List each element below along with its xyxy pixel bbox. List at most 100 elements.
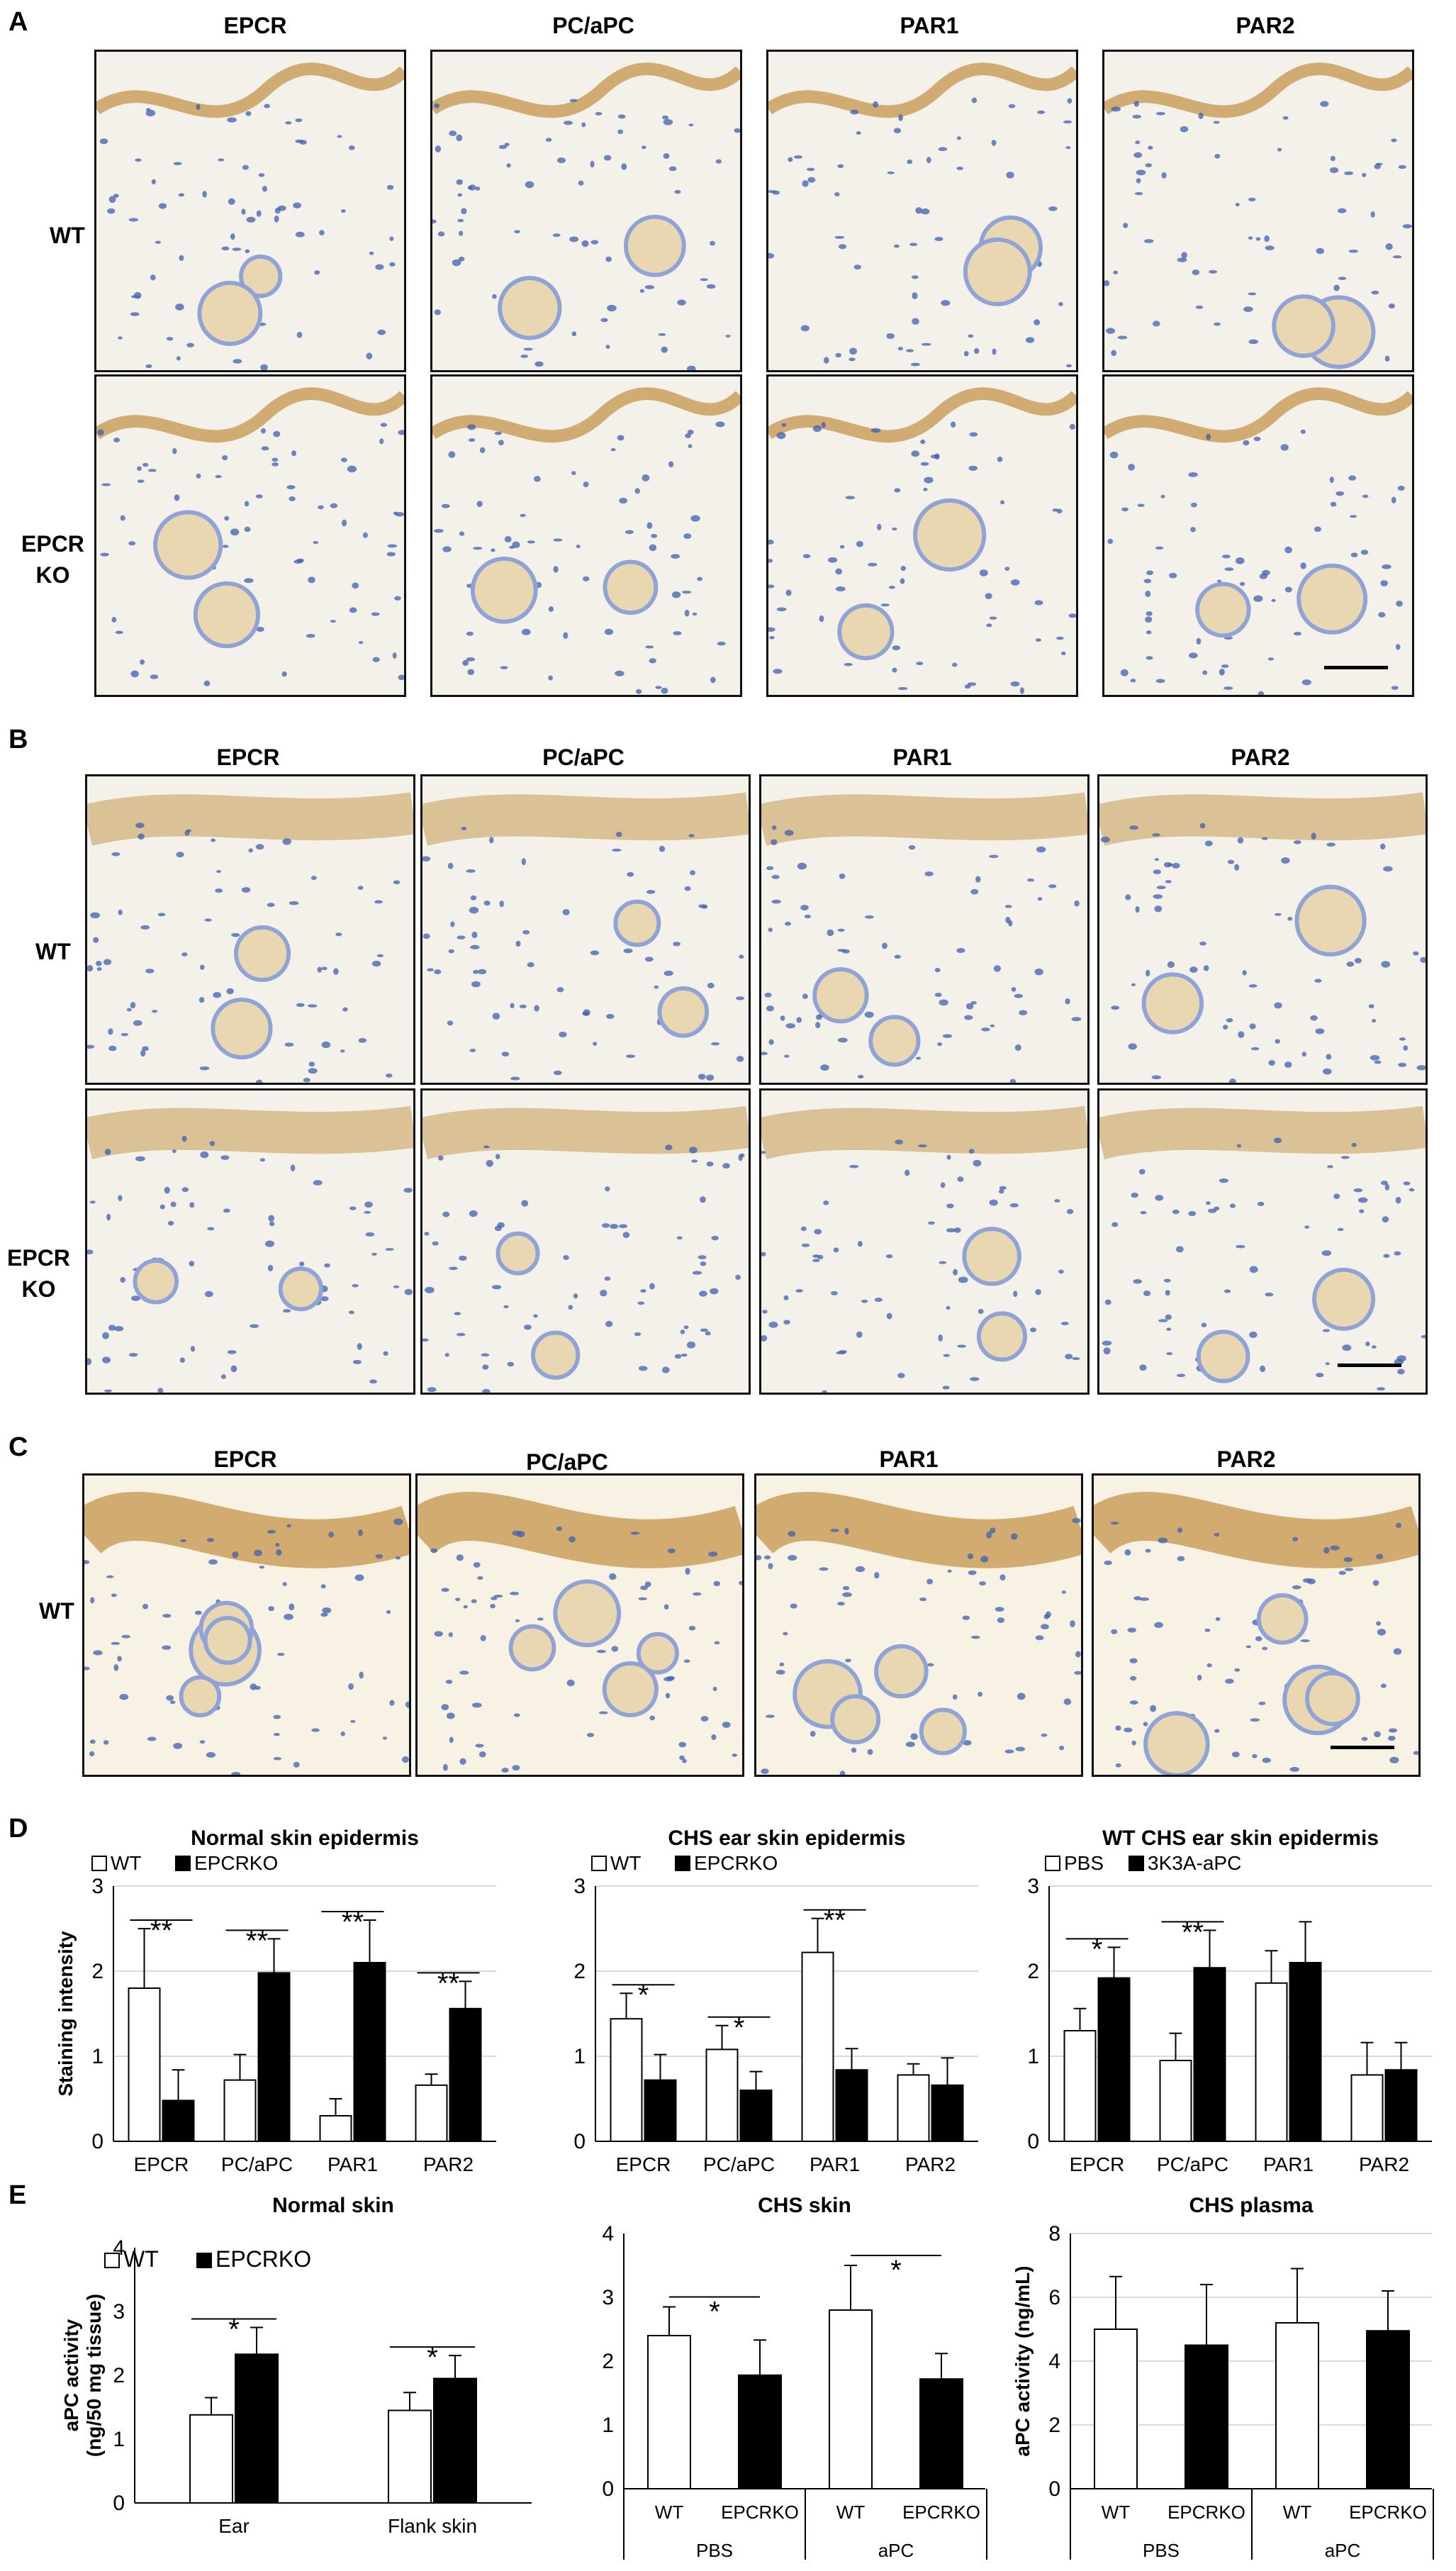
micrograph — [85, 1088, 415, 1395]
significance-mark: ** — [342, 1907, 364, 1938]
panel-a-column-header: EPCR — [223, 13, 287, 38]
bar — [919, 2378, 963, 2490]
y-tick-label: 1 — [1027, 2045, 1039, 2068]
legend-swatch — [91, 1856, 107, 1871]
significance-mark: ** — [246, 1925, 268, 1956]
panel-b-row-label-epcr-ko: EPCR KO — [7, 1242, 70, 1305]
panel-a-column-header: PAR1 — [900, 13, 959, 38]
row-label-line: KO — [21, 1276, 56, 1302]
panel-b-column-header: PAR2 — [1231, 744, 1290, 770]
panel-a-row-label-wt: WT — [50, 223, 85, 248]
bar — [1350, 2074, 1384, 2142]
bar — [1289, 1962, 1322, 2142]
panel-c-column-header: PAR1 — [879, 1446, 939, 1472]
bar — [1384, 2069, 1418, 2143]
bar — [644, 2079, 677, 2143]
panel-label-a: A — [9, 7, 28, 37]
scale-bar — [1324, 666, 1388, 669]
bar — [388, 2409, 432, 2504]
y-axis-label: aPC activity — [60, 2319, 82, 2431]
bar — [319, 2115, 352, 2142]
x-tick-label: EPCRKO — [1167, 2502, 1245, 2523]
x-tick-label: PAR2 — [423, 2153, 474, 2175]
y-tick-label: 3 — [91, 1875, 103, 1898]
significance-mark: ** — [824, 1905, 846, 1936]
micrograph — [82, 1473, 411, 1777]
bar — [128, 1987, 161, 2142]
y-tick-label: 0 — [1048, 2477, 1060, 2501]
bar — [897, 2074, 930, 2142]
x-tick-label: PC/aPC — [703, 2153, 775, 2175]
micrograph — [766, 374, 1078, 697]
micrograph — [430, 374, 742, 697]
bar — [1185, 2344, 1228, 2489]
bar — [835, 2069, 868, 2143]
y-tick-label: 1 — [602, 2414, 614, 2437]
significance-mark: * — [709, 2297, 720, 2328]
bar — [1063, 2030, 1097, 2142]
x-tick-label: WT — [836, 2502, 866, 2523]
group-label: aPC — [1325, 2540, 1361, 2561]
significance-mark: * — [427, 2342, 438, 2373]
legend-swatch — [196, 2253, 212, 2268]
y-tick-label: 4 — [1048, 2350, 1060, 2373]
significance-mark: * — [734, 2012, 745, 2043]
bar — [739, 2090, 773, 2142]
x-tick-label: Flank skin — [388, 2515, 477, 2537]
bar — [931, 2084, 964, 2142]
chart-chs-plasma-apc: CHS plasma 0 2 4 6 8 aPC activity (ng/mL) WT EPC… — [1012, 2194, 1434, 2561]
bar — [257, 1972, 291, 2142]
panel-b-column-header: PAR1 — [892, 744, 952, 770]
y-axis-label: aPC activity (ng/mL) — [1012, 2265, 1034, 2456]
significance-mark: ** — [1182, 1917, 1204, 1948]
x-tick-label: PC/aPC — [221, 2153, 293, 2175]
bar — [1097, 1977, 1131, 2142]
y-tick-label: 2 — [1027, 1960, 1039, 1983]
significance-mark: * — [638, 1980, 649, 2011]
y-tick-label: 6 — [1048, 2286, 1060, 2309]
legend-swatch — [1129, 1856, 1144, 1871]
panel-a-column-header: PAR2 — [1236, 13, 1295, 38]
legend-label: WT — [111, 1852, 142, 1874]
group-label: aPC — [878, 2540, 914, 2561]
bar — [1366, 2330, 1410, 2489]
bar — [353, 1962, 386, 2142]
panel-label-b: B — [9, 725, 28, 754]
micrograph — [759, 774, 1090, 1085]
chart-wt-chs-ear-skin-epidermis: WT CHS ear skin epidermis 0 1 2 3 EPCR * PC/aPC… — [1027, 1827, 1432, 2175]
panel-label-d: D — [9, 1814, 28, 1844]
y-tick-label: 2 — [113, 2364, 125, 2387]
panel-a-column-header: PC/aPC — [552, 13, 634, 38]
x-tick-label: EPCR — [616, 2153, 671, 2175]
micrograph — [430, 50, 742, 372]
panel-a-row-label-epcr-ko: EPCR KO — [21, 528, 84, 591]
bar — [610, 2018, 643, 2143]
chart-chs-ear-skin-epidermis: CHS ear skin epidermis 0 1 2 3 EPCR * PC/aPC * PA… — [573, 1827, 978, 2175]
panel-b-column-header: PC/aPC — [542, 744, 625, 770]
y-tick-label: 1 — [91, 2045, 103, 2068]
bar — [1255, 1982, 1288, 2142]
significance-mark: * — [890, 2255, 902, 2286]
significance-mark: * — [228, 2314, 240, 2346]
panel-b-row-label-wt: WT — [35, 939, 71, 964]
x-tick-label: PAR2 — [1359, 2153, 1409, 2175]
legend-swatch — [1045, 1856, 1060, 1871]
micrograph — [766, 50, 1078, 372]
y-tick-label: 1 — [573, 2045, 586, 2068]
panel-b-column-header: EPCR — [216, 744, 280, 770]
y-tick-label: 0 — [602, 2477, 614, 2501]
x-tick-label: EPCRKO — [1349, 2502, 1427, 2523]
x-tick-label: EPCR — [134, 2153, 189, 2175]
scale-bar — [1338, 1363, 1401, 1367]
micrograph — [420, 774, 751, 1085]
panel-c-row-label-wt: WT — [39, 1598, 74, 1624]
x-tick-label: Ear — [218, 2515, 250, 2537]
y-tick-label: 2 — [602, 2350, 614, 2373]
y-axis-label: (ng/50 mg tissue) — [83, 2294, 105, 2457]
y-tick-label: 3 — [573, 1875, 586, 1898]
chart-title: CHS ear skin epidermis — [668, 1827, 905, 1850]
chart-title: CHS skin — [758, 2194, 851, 2217]
micrograph — [754, 1473, 1083, 1777]
bar — [189, 2414, 233, 2504]
